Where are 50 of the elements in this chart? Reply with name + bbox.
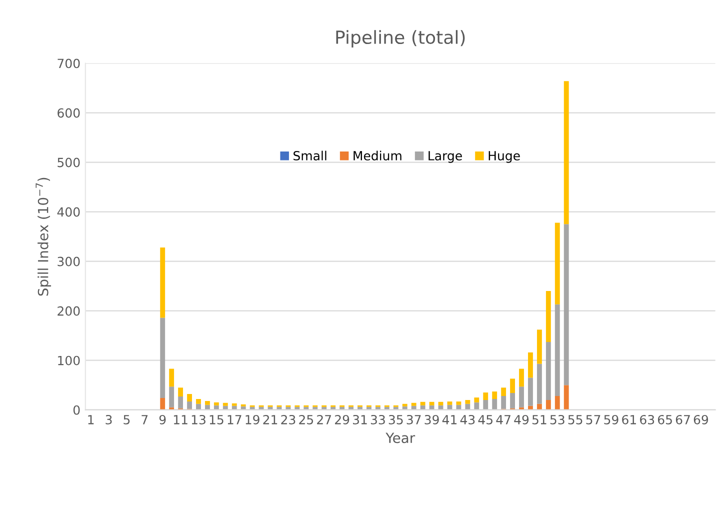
x-tick-label: 29 xyxy=(335,414,350,424)
x-tick-label: 3 xyxy=(106,414,112,424)
x-tick-label: 47 xyxy=(496,415,510,424)
x-tick-label: 9 xyxy=(159,414,166,424)
x-tick-label: 57 xyxy=(586,415,600,424)
y-tick-label: 300 xyxy=(58,256,80,266)
y-tick-label: 200 xyxy=(58,306,80,316)
x-tick-label: 41 xyxy=(442,415,457,424)
x-tick-label: 7 xyxy=(142,415,148,424)
y-tick-label: 0 xyxy=(73,405,80,415)
x-tick-label: 59 xyxy=(604,414,618,424)
legend-label: Large xyxy=(428,151,462,163)
x-tick-label: 53 xyxy=(550,414,564,424)
legend-label: Medium xyxy=(354,150,402,160)
x-tick-label: 39 xyxy=(424,414,439,424)
x-tick-label: 19 xyxy=(246,414,260,424)
x-tick-label: 67 xyxy=(676,414,690,424)
x-tick-label: 51 xyxy=(532,415,546,424)
x-tick-label: 17 xyxy=(228,415,242,424)
x-tick-label: 61 xyxy=(622,414,636,424)
legend-label: Small xyxy=(294,150,326,160)
x-axis-title: Year xyxy=(386,432,416,444)
y-tick-label: 600 xyxy=(58,108,80,118)
x-tick-label: 31 xyxy=(352,414,367,424)
x-tick-label: 43 xyxy=(460,414,475,424)
x-tick-label: 65 xyxy=(658,414,672,424)
y-tick-label: 400 xyxy=(57,207,80,217)
x-tick-label: 45 xyxy=(478,415,492,424)
x-tick-label: 13 xyxy=(192,414,206,424)
x-tick-label: 5 xyxy=(124,415,130,424)
x-tick-label: 33 xyxy=(370,414,385,424)
legend-label: Huge xyxy=(488,151,520,163)
x-tick-label: 11 xyxy=(174,415,188,424)
y-tick-label: 700 xyxy=(58,58,80,68)
x-tick-label: 27 xyxy=(317,414,331,424)
x-tick-label: 49 xyxy=(514,414,529,424)
x-tick-label: 21 xyxy=(263,414,278,424)
y-tick-label: 500 xyxy=(58,158,80,168)
y-axis-title: Spill Index (10$^{−7}$) xyxy=(36,178,52,296)
x-tick-label: 15 xyxy=(210,415,224,424)
chart-title: Pipeline (total) xyxy=(336,30,465,48)
x-tick-label: 55 xyxy=(568,415,582,424)
y-tick-label: 100 xyxy=(58,356,80,366)
x-tick-label: 25 xyxy=(299,414,314,424)
x-tick-label: 37 xyxy=(406,414,421,424)
x-tick-label: 35 xyxy=(388,414,403,424)
x-tick-label: 23 xyxy=(281,414,296,424)
x-tick-label: 1 xyxy=(88,415,94,424)
x-tick-label: 63 xyxy=(640,414,654,424)
x-tick-label: 69 xyxy=(694,414,708,424)
